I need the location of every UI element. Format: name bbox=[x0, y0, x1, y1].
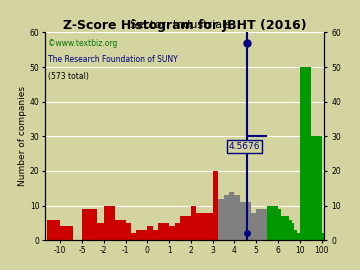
Text: ©www.textbiz.org: ©www.textbiz.org bbox=[48, 39, 117, 48]
Bar bbox=[153, 230, 158, 240]
Bar bbox=[131, 233, 136, 240]
Bar bbox=[142, 230, 147, 240]
Bar bbox=[321, 233, 324, 240]
Bar bbox=[292, 223, 294, 240]
Bar bbox=[169, 227, 175, 240]
Bar bbox=[256, 209, 262, 240]
Bar bbox=[262, 209, 267, 240]
Bar bbox=[104, 206, 115, 240]
Text: (573 total): (573 total) bbox=[48, 72, 89, 81]
Bar bbox=[267, 206, 278, 240]
Bar bbox=[180, 216, 185, 240]
Bar bbox=[289, 220, 292, 240]
Bar bbox=[175, 223, 180, 240]
Bar bbox=[283, 216, 286, 240]
Bar bbox=[300, 67, 311, 240]
Bar bbox=[185, 216, 191, 240]
Bar bbox=[213, 171, 218, 240]
Bar bbox=[297, 233, 300, 240]
Bar bbox=[158, 223, 164, 240]
Title: Z-Score Histogram for JBHT (2016): Z-Score Histogram for JBHT (2016) bbox=[63, 19, 306, 32]
Bar bbox=[294, 230, 297, 240]
Bar bbox=[240, 202, 246, 240]
Bar bbox=[229, 192, 234, 240]
Bar bbox=[207, 212, 213, 240]
Bar bbox=[281, 216, 283, 240]
Bar bbox=[115, 220, 126, 240]
Bar bbox=[251, 212, 256, 240]
Bar bbox=[246, 202, 251, 240]
Bar bbox=[136, 230, 142, 240]
Text: 4.5676: 4.5676 bbox=[228, 142, 260, 151]
Bar bbox=[47, 220, 60, 240]
Text: Sector: Industrials: Sector: Industrials bbox=[130, 20, 230, 30]
Bar bbox=[126, 223, 131, 240]
Bar bbox=[286, 216, 289, 240]
Bar bbox=[224, 195, 229, 240]
Bar bbox=[147, 227, 153, 240]
Bar bbox=[164, 223, 169, 240]
Bar bbox=[218, 199, 224, 240]
Y-axis label: Number of companies: Number of companies bbox=[18, 86, 27, 186]
Bar bbox=[82, 209, 96, 240]
Bar bbox=[191, 206, 196, 240]
Bar bbox=[234, 195, 240, 240]
Bar bbox=[96, 223, 104, 240]
Bar bbox=[60, 227, 73, 240]
Bar bbox=[196, 212, 202, 240]
Bar bbox=[278, 209, 281, 240]
Bar bbox=[311, 136, 321, 240]
Bar bbox=[202, 212, 207, 240]
Text: The Research Foundation of SUNY: The Research Foundation of SUNY bbox=[48, 55, 177, 64]
